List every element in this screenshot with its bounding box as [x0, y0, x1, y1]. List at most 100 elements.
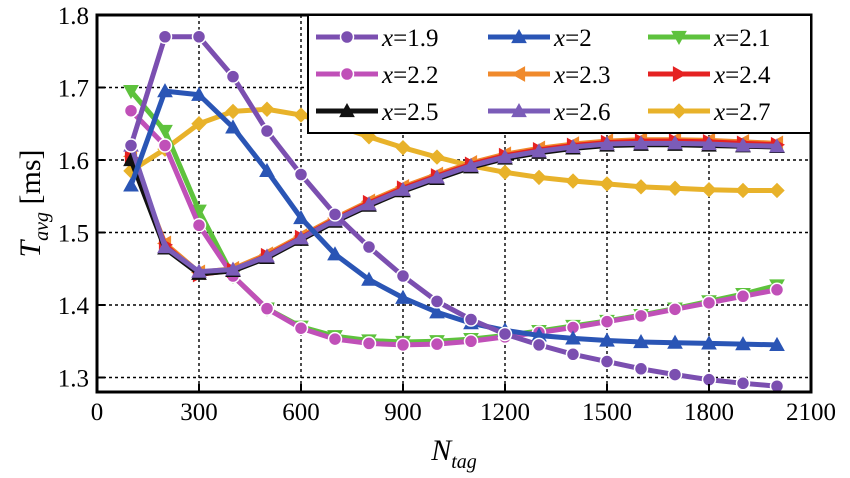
x-tick-label: 1800 — [684, 399, 734, 426]
series-layer — [122, 29, 786, 394]
data-point — [157, 238, 173, 254]
data-point — [191, 263, 207, 278]
data-point — [293, 320, 309, 336]
data-point — [293, 209, 309, 225]
y-tick-label: 1.6 — [58, 148, 89, 175]
data-point — [497, 326, 513, 342]
data-point — [633, 333, 649, 349]
ticks: 0 300 600 900 1200 1500 1800 2100 1.3 1.4 1.5 1.6 1.… — [58, 3, 836, 426]
data-point — [565, 138, 581, 154]
data-point — [361, 196, 377, 211]
legend-marker — [339, 66, 355, 82]
data-point — [735, 336, 751, 351]
y-tick-label: 1.8 — [58, 3, 89, 30]
data-point — [769, 138, 785, 153]
data-point — [429, 294, 445, 309]
y-axis-label-sub: avg — [31, 212, 53, 241]
data-point — [191, 116, 207, 132]
data-point — [599, 332, 615, 347]
data-point — [191, 218, 207, 233]
legend-label: x=2.5 — [381, 99, 438, 126]
legend-item: x=2.4 — [648, 62, 771, 89]
data-point — [599, 136, 615, 151]
x-axis-label-main: N — [430, 434, 453, 467]
data-point — [701, 335, 717, 350]
data-point — [293, 167, 309, 182]
legend-marker — [339, 29, 355, 45]
data-point — [157, 124, 173, 140]
legend-item: x=2 — [488, 25, 592, 52]
y-axis-label-main: T — [14, 239, 47, 258]
data-point — [565, 347, 581, 362]
data-point — [191, 86, 207, 101]
data-point — [463, 312, 479, 327]
data-point — [701, 136, 717, 151]
data-point — [157, 138, 173, 153]
data-point — [123, 138, 139, 153]
data-point — [191, 29, 207, 44]
legend-marker — [511, 28, 527, 44]
y-axis-label-unit: [ms] — [14, 149, 47, 212]
legend-item: x=2.7 — [648, 99, 770, 126]
y-tick-label: 1.7 — [58, 76, 89, 103]
data-point — [633, 361, 649, 377]
data-point — [293, 230, 309, 245]
data-point — [157, 29, 173, 44]
data-point — [769, 336, 785, 351]
data-point — [667, 302, 683, 317]
data-point — [259, 123, 275, 139]
x-tick-label: 0 — [91, 399, 104, 426]
data-point — [633, 308, 649, 324]
data-point — [599, 176, 615, 192]
data-point — [463, 334, 479, 349]
legend-item: x=2.5 — [316, 99, 438, 126]
data-point — [667, 135, 683, 150]
data-point — [395, 337, 411, 353]
data-point — [395, 268, 411, 284]
legend-label: x=1.9 — [381, 25, 438, 52]
data-point — [225, 119, 241, 134]
legend-marker — [510, 66, 526, 82]
legend-marker — [672, 66, 688, 82]
data-point — [735, 137, 751, 152]
data-point — [259, 101, 275, 117]
data-point — [769, 282, 785, 298]
legend-label: x=2.2 — [381, 62, 438, 89]
data-point — [123, 103, 139, 118]
data-point — [633, 179, 649, 195]
x-tick-label: 300 — [180, 399, 218, 426]
data-point — [259, 248, 275, 263]
data-point — [735, 289, 751, 304]
data-point — [429, 336, 445, 352]
legend-marker — [671, 30, 687, 46]
legend-marker — [339, 102, 355, 118]
data-point — [531, 169, 547, 186]
legend-box — [307, 14, 812, 134]
data-point — [361, 336, 377, 351]
data-point — [463, 157, 479, 172]
x-tick-label: 1200 — [480, 399, 530, 426]
y-tick-label: 1.3 — [58, 366, 89, 393]
legend: x=1.9 x=2 x=2.1 x=2.2 x=2.3 x=2.4 x=2.5 x=2.6 x=… — [307, 14, 812, 134]
legend-label: x=2.1 — [713, 25, 770, 52]
data-point — [327, 331, 343, 347]
data-point — [259, 162, 275, 177]
legend-item: x=1.9 — [316, 25, 438, 52]
data-point — [429, 149, 445, 165]
data-point — [667, 180, 683, 196]
data-point — [123, 85, 139, 100]
data-point — [497, 164, 513, 181]
data-point — [531, 337, 547, 353]
data-point — [565, 330, 581, 345]
data-point — [497, 149, 513, 164]
x-axis-label-sub: tag — [451, 451, 477, 473]
data-point — [701, 182, 717, 198]
y-tick-label: 1.5 — [58, 221, 89, 248]
series-line — [128, 88, 778, 348]
data-point — [531, 143, 547, 158]
data-point — [293, 107, 309, 123]
legend-marker — [671, 103, 687, 119]
data-point — [361, 271, 377, 286]
series-line — [128, 142, 778, 277]
